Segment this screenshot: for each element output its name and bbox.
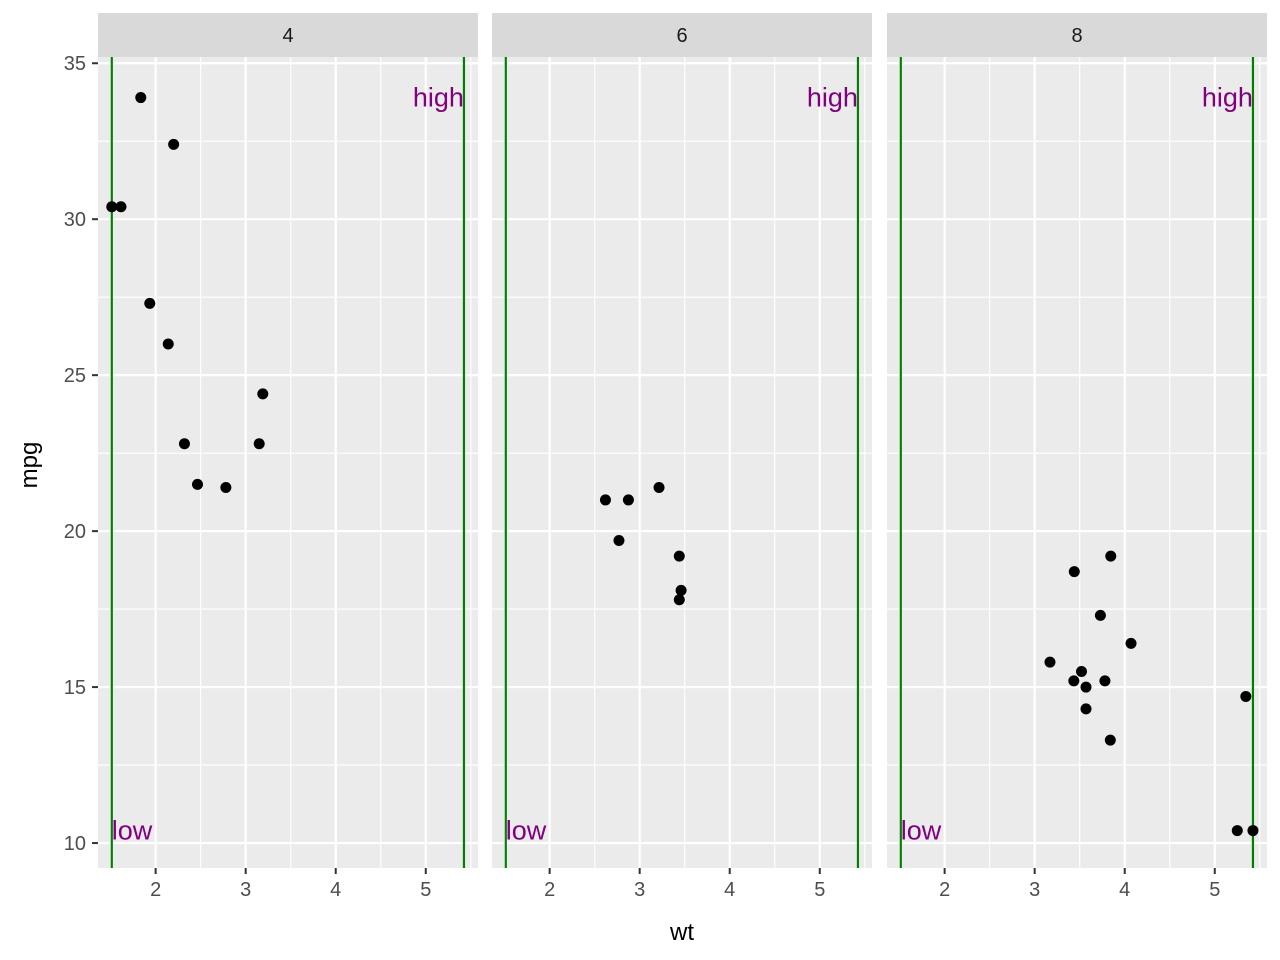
data-point bbox=[1104, 734, 1116, 746]
data-point bbox=[1080, 703, 1092, 715]
y-axis-title: mpg bbox=[16, 442, 43, 489]
facet-panel-4: 4 low high bbox=[98, 13, 478, 868]
x-tick-label: 4 bbox=[724, 879, 735, 901]
data-point bbox=[1240, 690, 1252, 702]
annotation-low: low bbox=[901, 816, 942, 846]
y-tick-label: 10 bbox=[64, 833, 86, 855]
annotation-low: low bbox=[506, 816, 547, 846]
data-point bbox=[220, 481, 232, 493]
facet-panel-6: 6 low high bbox=[492, 13, 872, 868]
panel-background bbox=[98, 57, 478, 868]
data-point bbox=[115, 201, 127, 213]
panel-content bbox=[492, 57, 872, 868]
data-point bbox=[1080, 681, 1092, 693]
data-point bbox=[168, 138, 180, 150]
x-axis-panel-8: 2 3 4 5 bbox=[939, 868, 1220, 901]
x-tick-label: 3 bbox=[634, 879, 645, 901]
y-axis: 10 15 20 25 30 35 bbox=[64, 53, 98, 855]
annotation-high: high bbox=[413, 83, 464, 113]
data-point bbox=[673, 594, 685, 606]
x-tick-label: 4 bbox=[1119, 879, 1130, 901]
data-point bbox=[106, 201, 118, 213]
x-axis-title: wt bbox=[669, 919, 694, 946]
facet-panels: 4 low high 6 low high 8 low high bbox=[98, 13, 1267, 868]
annotation-high: high bbox=[1202, 83, 1253, 113]
y-tick-label: 20 bbox=[64, 521, 86, 543]
y-tick-label: 35 bbox=[64, 53, 86, 75]
data-point bbox=[178, 438, 190, 450]
x-tick-label: 2 bbox=[939, 879, 950, 901]
data-point bbox=[1105, 550, 1117, 562]
data-point bbox=[599, 494, 611, 506]
data-point bbox=[1099, 675, 1111, 687]
y-tick-label: 15 bbox=[64, 677, 86, 699]
panel-background bbox=[492, 57, 872, 868]
x-tick-label: 2 bbox=[544, 879, 555, 901]
data-point bbox=[257, 388, 269, 400]
panel-content bbox=[98, 57, 478, 868]
data-point bbox=[1231, 825, 1243, 837]
annotation-low: low bbox=[112, 816, 153, 846]
x-tick-label: 4 bbox=[330, 879, 341, 901]
data-point bbox=[673, 550, 685, 562]
data-point bbox=[675, 584, 687, 596]
data-point bbox=[1044, 656, 1056, 668]
data-point bbox=[622, 494, 634, 506]
x-tick-label: 5 bbox=[814, 879, 825, 901]
facet-strip-label: 8 bbox=[1071, 25, 1082, 47]
data-point bbox=[1094, 609, 1106, 621]
x-tick-label: 3 bbox=[1029, 879, 1040, 901]
y-tick-label: 30 bbox=[64, 209, 86, 231]
panel-background bbox=[887, 57, 1267, 868]
data-point bbox=[1125, 637, 1137, 649]
x-axis-panel-4: 2 3 4 5 bbox=[150, 868, 431, 901]
x-axes: 2 3 4 5 2 3 4 5 2 3 4 5 bbox=[150, 868, 1220, 901]
data-point bbox=[1247, 825, 1259, 837]
data-point bbox=[1068, 566, 1080, 578]
facet-strip bbox=[98, 13, 478, 57]
data-point bbox=[1076, 665, 1088, 677]
data-point bbox=[135, 92, 147, 104]
data-point bbox=[613, 534, 625, 546]
data-point bbox=[144, 297, 156, 309]
facet-panel-8: 8 low high bbox=[887, 13, 1267, 868]
data-point bbox=[1068, 675, 1080, 687]
data-point bbox=[162, 338, 174, 350]
data-point bbox=[653, 481, 665, 493]
facet-strip-label: 4 bbox=[282, 25, 293, 47]
y-tick-label: 25 bbox=[64, 365, 86, 387]
x-tick-label: 5 bbox=[1209, 879, 1220, 901]
x-tick-label: 2 bbox=[150, 879, 161, 901]
data-point bbox=[253, 438, 265, 450]
panel-content bbox=[887, 57, 1267, 868]
data-point bbox=[192, 478, 204, 490]
x-tick-label: 3 bbox=[240, 879, 251, 901]
facet-strip bbox=[887, 13, 1267, 57]
facet-strip-label: 6 bbox=[676, 25, 687, 47]
facet-strip bbox=[492, 13, 872, 57]
annotation-high: high bbox=[807, 83, 858, 113]
x-axis-panel-6: 2 3 4 5 bbox=[544, 868, 825, 901]
x-tick-label: 5 bbox=[420, 879, 431, 901]
